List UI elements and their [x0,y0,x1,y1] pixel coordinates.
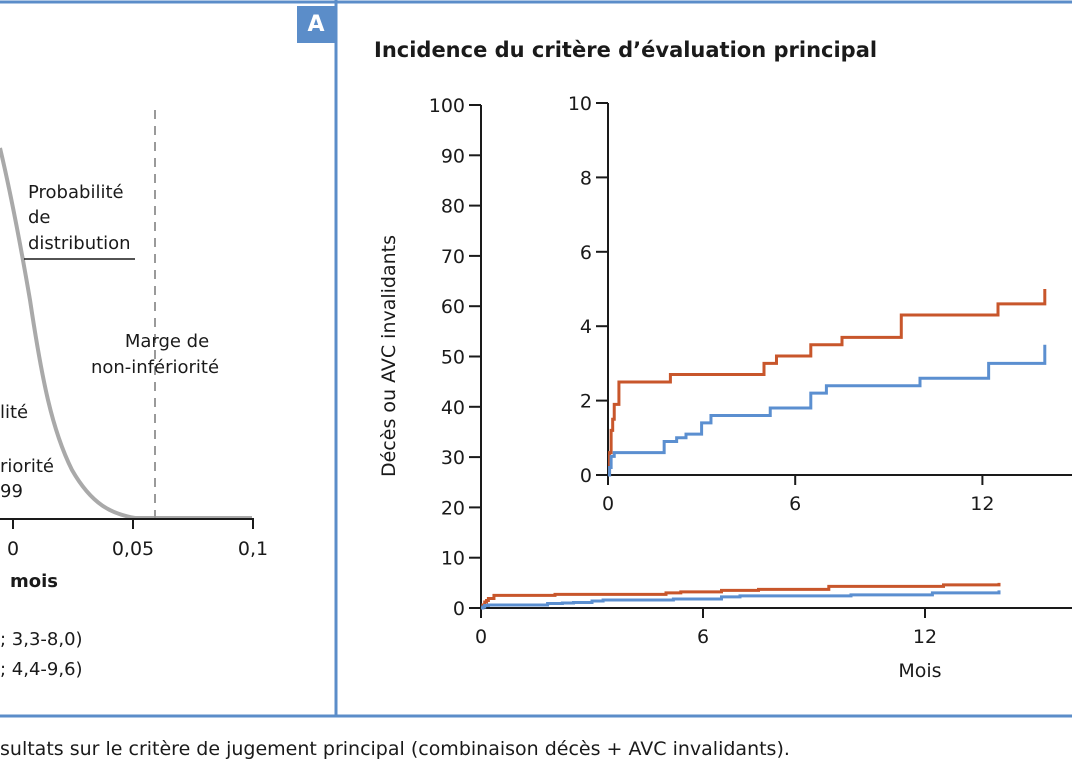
series-line-1 [481,590,1001,610]
partial-text: lité [0,402,28,423]
y-tick-label: 50 [441,347,465,369]
partial-text: 99 [0,481,23,502]
inset-series-line-0 [608,289,1047,477]
y-tick-label: 40 [441,397,465,419]
series-line-0 [481,582,1001,610]
x-axis-label: Mois [898,660,941,682]
y-tick-label: 100 [429,95,465,117]
x-tick-label: 12 [913,626,937,648]
annotation-probability-line: de [28,207,51,228]
inset-x-tick-label: 6 [789,493,801,515]
ci-line: ; 4,4-9,6) [0,659,83,680]
x-tick-label: 0,1 [238,538,268,560]
y-tick-label: 90 [441,145,465,167]
annotation-margin-line: non-infériorité [91,357,219,378]
inset-y-tick-label: 2 [580,391,592,413]
x-tick-label: 6 [697,626,709,648]
distribution-curve [0,147,252,520]
x-axis-label: mois [10,571,58,592]
y-tick-label: 60 [441,296,465,318]
panel-tag: A [297,6,335,43]
chart-title: Incidence du critère d’évaluation princi… [374,38,878,62]
y-axis-label: Décès ou AVC invalidants [378,235,400,477]
y-tick-label: 0 [453,598,465,620]
left-panel: Probabilité de distribution Marge de non… [0,110,268,680]
x-tick-label: 0 [475,626,487,648]
inset-y-tick-label: 8 [580,167,592,189]
inset-y-tick-label: 10 [568,93,592,115]
y-tick-label: 20 [441,497,465,519]
annotation-probability-line: distribution [28,233,131,254]
inset-series-line-1 [608,344,1047,477]
y-tick-label: 80 [441,196,465,218]
partial-text: riorité [0,456,54,477]
x-tick-label: 0,05 [112,538,154,560]
y-tick-label: 10 [441,548,465,570]
inset-y-tick-label: 6 [580,242,592,264]
figure-caption: sultats sur le critère de jugement princ… [0,738,790,760]
inset-y-tick-label: 4 [580,316,592,338]
ci-line: ; 3,3-8,0) [0,629,83,650]
inset-x-tick-label: 12 [970,493,994,515]
y-tick-label: 70 [441,246,465,268]
annotation-margin-line: Marge de [125,331,209,352]
inset-y-tick-label: 0 [580,465,592,487]
annotation-probability-line: Probabilité [28,182,124,203]
inset-x-tick-label: 0 [602,493,614,515]
x-tick-label: 0 [7,538,19,560]
y-tick-label: 30 [441,447,465,469]
